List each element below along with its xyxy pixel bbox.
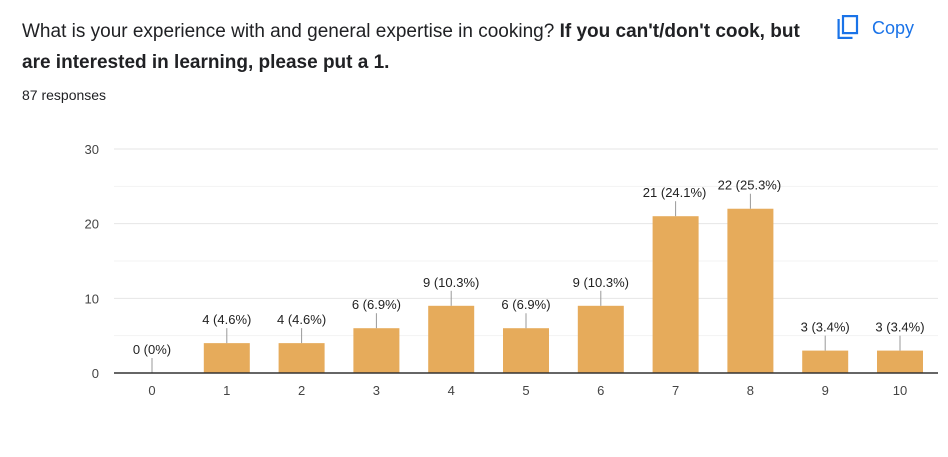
data-label: 9 (10.3%): [423, 275, 479, 290]
data-label: 4 (4.6%): [202, 312, 251, 327]
bar: [203, 343, 250, 373]
x-tick-label: 7: [672, 383, 679, 398]
data-label: 4 (4.6%): [277, 312, 326, 327]
x-tick-label: 1: [223, 383, 230, 398]
data-label: 0 (0%): [133, 342, 171, 357]
question-text-bold: If you can't/don't cook, but are interes…: [22, 21, 800, 73]
question-text: What is your experience with and general…: [22, 21, 555, 42]
data-label: 6 (6.9%): [352, 297, 401, 312]
x-tick-label: 0: [148, 383, 155, 398]
data-label: 9 (10.3%): [573, 275, 629, 290]
copy-button[interactable]: Copy: [836, 15, 914, 41]
copy-icon: [836, 15, 860, 41]
bar: [727, 208, 774, 373]
y-tick-label: 20: [85, 217, 99, 232]
x-tick-label: 10: [893, 383, 907, 398]
bar: [503, 328, 549, 373]
bar-chart: 0 10 20 30 0 (0%) 0 4 (4.6%) 1 4 (4.6%) 2 6 (6.9%)…: [85, 142, 938, 398]
x-tick-label: 6: [597, 383, 604, 398]
y-tick-label: 30: [85, 142, 99, 157]
data-label: 3 (3.4%): [801, 320, 850, 335]
x-tick-label: 9: [822, 383, 829, 398]
bar: [353, 328, 400, 373]
data-label: 3 (3.4%): [875, 320, 924, 335]
data-label: 21 (24.1%): [643, 185, 707, 200]
x-tick-label: 2: [298, 383, 305, 398]
x-tick-label: 4: [448, 383, 455, 398]
x-tick-label: 3: [373, 383, 380, 398]
x-tick-label: 5: [522, 383, 529, 398]
bar: [577, 305, 624, 373]
x-tick-label: 8: [747, 383, 754, 398]
bar: [877, 350, 923, 373]
question-title: What is your experience with and general…: [22, 16, 812, 78]
y-tick-label: 0: [92, 366, 99, 381]
bar: [652, 216, 699, 373]
data-label: 22 (25.3%): [718, 178, 782, 193]
bar: [428, 305, 475, 373]
copy-label: Copy: [872, 17, 915, 38]
data-label: 6 (6.9%): [501, 297, 550, 312]
bar: [802, 350, 849, 373]
y-tick-label: 10: [85, 291, 99, 306]
response-count: 87 responses: [22, 87, 107, 103]
bar: [278, 343, 325, 373]
